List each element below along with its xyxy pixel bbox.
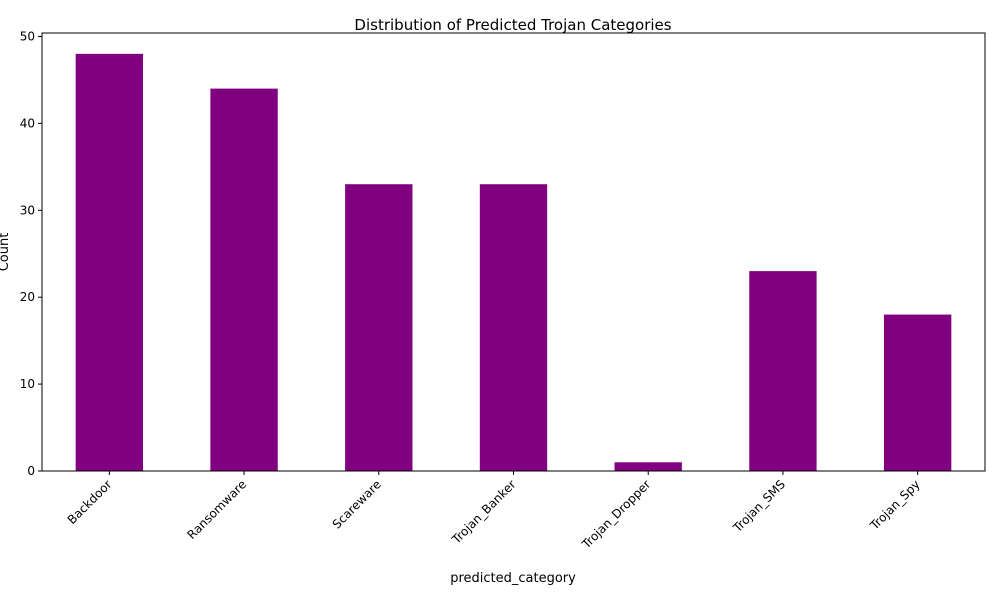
- bar-ransomware: [210, 89, 277, 471]
- bars-group: [76, 54, 952, 471]
- x-axis: Backdoor Ransomware Scareware Trojan_Banker…: [65, 471, 923, 552]
- bar-trojan-sms: [749, 271, 816, 471]
- y-tick-label: 30: [20, 203, 35, 217]
- y-tick-label: 50: [20, 29, 35, 43]
- y-tick-label: 10: [20, 377, 35, 391]
- y-tick-label: 40: [20, 116, 35, 130]
- x-tick-label: Backdoor: [65, 477, 115, 527]
- y-axis: 0 10 20 30 40 50: [20, 29, 42, 478]
- bar-trojan-banker: [480, 184, 547, 471]
- x-tick-label: Trojan_Dropper: [579, 477, 654, 552]
- y-tick-label: 20: [20, 290, 35, 304]
- bar-scareware: [345, 184, 412, 471]
- x-tick-label: Trojan_SMS: [730, 477, 788, 535]
- x-axis-label: predicted_category: [450, 571, 576, 586]
- y-axis-label: Count: [0, 233, 12, 272]
- bar-backdoor: [76, 54, 143, 471]
- bar-trojan-spy: [884, 315, 951, 471]
- x-tick-label: Ransomware: [184, 477, 249, 542]
- bar-trojan-dropper: [615, 462, 682, 471]
- chart-title: Distribution of Predicted Trojan Categor…: [354, 16, 671, 34]
- x-tick-label: Trojan_Spy: [867, 477, 923, 533]
- x-tick-label: Trojan_Banker: [449, 477, 519, 547]
- x-tick-label: Scareware: [330, 477, 384, 531]
- y-tick-label: 0: [27, 464, 35, 478]
